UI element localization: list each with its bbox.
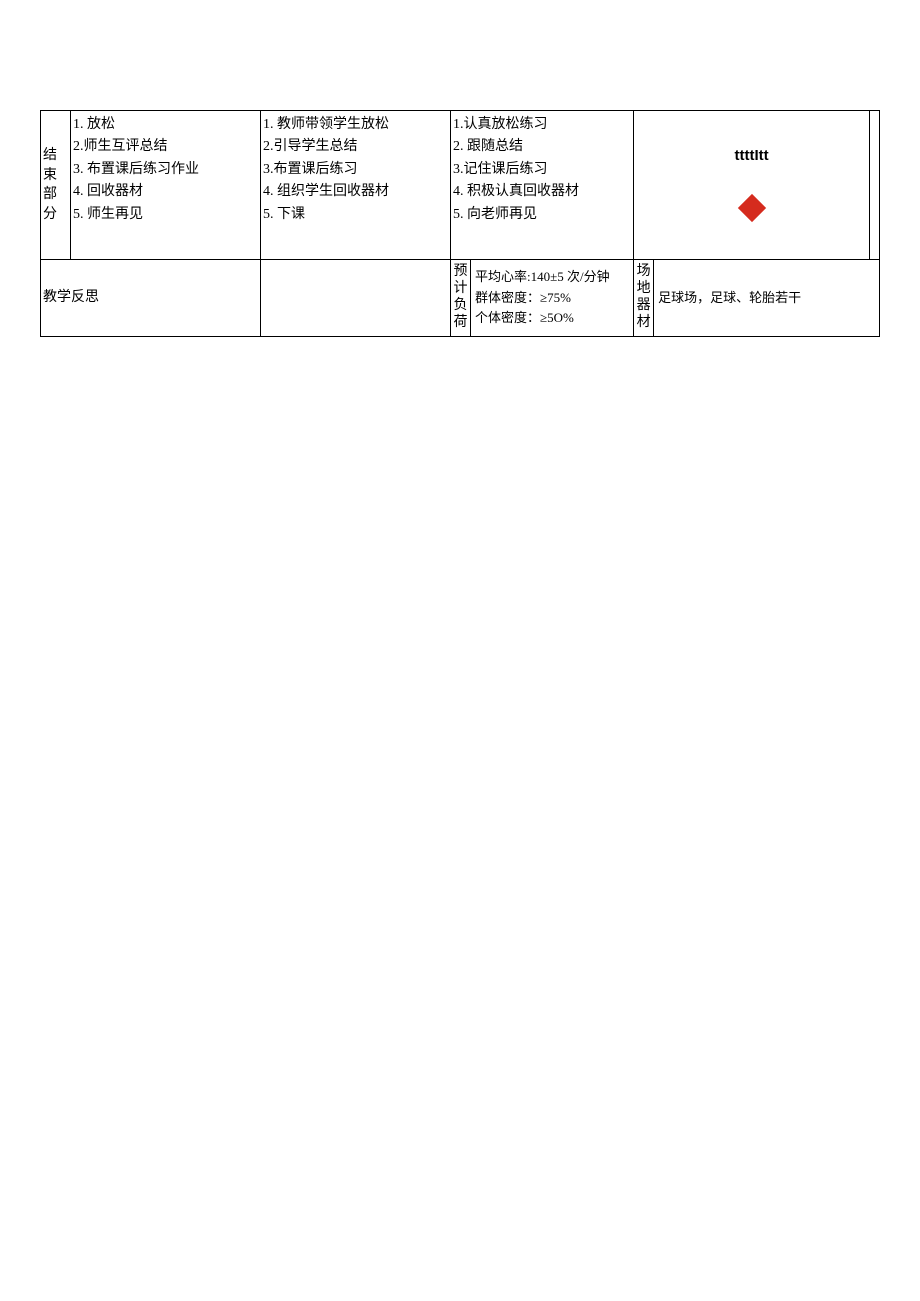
- venue-label: 场地器材: [634, 260, 654, 336]
- diagram-markers: ttttItt: [636, 144, 867, 168]
- empty-trailing-cell: [870, 111, 880, 260]
- reflection-empty-cell: [261, 260, 451, 336]
- ending-section-row: 结束部分 1. 放松 2.师生互评总结 3. 布置课后练习作业 4. 回收器材 …: [41, 111, 880, 260]
- section-label: 结束部分: [41, 111, 71, 260]
- venue-content: 足球场，足球、轮胎若干: [654, 260, 880, 336]
- load-content: 平均心率:140±5 次/分钟 群体密度：≥75% 个体密度：≥5O%: [471, 260, 634, 336]
- student-activity-cell: 1.认真放松练习 2. 跟随总结 3.记住课后练习 4. 积极认真回收器材 5.…: [451, 111, 634, 260]
- lesson-plan-table: 结束部分 1. 放松 2.师生互评总结 3. 布置课后练习作业 4. 回收器材 …: [40, 110, 880, 337]
- load-label: 预计负荷: [451, 260, 471, 336]
- content-cell: 1. 放松 2.师生互评总结 3. 布置课后练习作业 4. 回收器材 5. 师生…: [71, 111, 261, 260]
- teacher-activity-cell: 1. 教师带领学生放松 2.引导学生总结 3.布置课后练习 4. 组织学生回收器…: [261, 111, 451, 260]
- reflection-label: 教学反思: [41, 260, 261, 336]
- diamond-icon: [737, 194, 765, 222]
- formation-diagram-cell: ttttItt: [634, 111, 870, 260]
- reflection-row: 教学反思 预计负荷 平均心率:140±5 次/分钟 群体密度：≥75% 个体密度…: [41, 260, 880, 336]
